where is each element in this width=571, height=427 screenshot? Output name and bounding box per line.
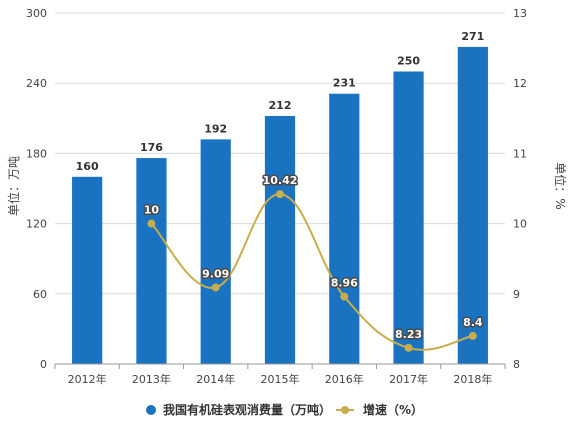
- line-data-label: 8.4: [463, 316, 483, 329]
- line-point: [340, 292, 349, 301]
- bar-data-label: 160: [76, 160, 99, 173]
- y-tick-label: 120: [26, 218, 47, 231]
- x-tick-label: 2014年: [196, 372, 235, 386]
- line-series: [147, 190, 477, 352]
- bar-data-label: 250: [397, 55, 420, 68]
- bar-data-label: 271: [461, 30, 484, 43]
- y2-tick-label: 9: [513, 288, 520, 301]
- y2-axis-title: 单位：%: [553, 162, 568, 209]
- line-point: [147, 219, 156, 228]
- legend: 我国有机硅表观消费量（万吨） 增速（%）: [146, 402, 423, 417]
- y-tick-label: 300: [26, 7, 47, 20]
- x-tick-label: 2017年: [389, 372, 428, 386]
- legend-bar-swatch: [146, 405, 156, 415]
- line-point: [404, 343, 413, 352]
- y2-tick-label: 12: [513, 77, 527, 90]
- data-labels: 160 176 192 212 231 250 271 10 9.09 10.42 8.96 8.23…: [76, 30, 485, 342]
- line-point: [276, 190, 284, 199]
- bar-data-label: 176: [140, 141, 163, 154]
- x-tick-label: 2013年: [132, 372, 171, 386]
- y-axis-title: 单位：万吨: [6, 156, 21, 216]
- line-data-label: 10.42: [263, 174, 298, 187]
- x-tick-label: 2016年: [325, 372, 364, 386]
- bar: [457, 46, 488, 365]
- bar: [200, 139, 231, 364]
- y2-tick-label: 11: [513, 147, 527, 160]
- bar: [72, 176, 103, 364]
- bar: [329, 93, 360, 364]
- legend-bar-label: 我国有机硅表观消费量（万吨）: [163, 402, 331, 417]
- growth-line: [150, 193, 474, 351]
- x-tick-label: 2015年: [261, 372, 300, 386]
- y-tick-label: 240: [26, 77, 47, 90]
- y-tick-label: 60: [33, 288, 47, 301]
- x-tick-label: 2012年: [68, 372, 107, 386]
- bar: [136, 158, 167, 364]
- bar-data-label: 212: [269, 99, 292, 112]
- line-data-label: 9.09: [202, 267, 229, 280]
- line-data-label: 8.23: [395, 328, 422, 341]
- y2-tick-label: 8: [513, 358, 520, 371]
- y-tick-label: 0: [40, 358, 47, 371]
- line-point: [211, 283, 220, 292]
- legend-line-marker: [341, 406, 349, 414]
- y2-tick-label: 10: [513, 218, 527, 231]
- y-tick-label: 180: [26, 147, 47, 160]
- bar-data-label: 192: [204, 122, 227, 135]
- bar-series: [72, 46, 488, 365]
- line-point: [468, 331, 477, 340]
- bar-data-label: 231: [333, 77, 356, 90]
- y2-tick-label: 13: [513, 7, 527, 20]
- line-data-label: 10: [144, 204, 160, 217]
- bar: [264, 115, 296, 365]
- legend-line-label: 增速（%）: [363, 402, 423, 417]
- line-data-label: 8.96: [331, 277, 358, 290]
- x-tick-label: 2018年: [453, 372, 492, 386]
- bar: [393, 71, 424, 364]
- axes: 0 60 120 180 240 300 8 9 10 11 12 13 2012年 2013年 2014年…: [26, 7, 527, 386]
